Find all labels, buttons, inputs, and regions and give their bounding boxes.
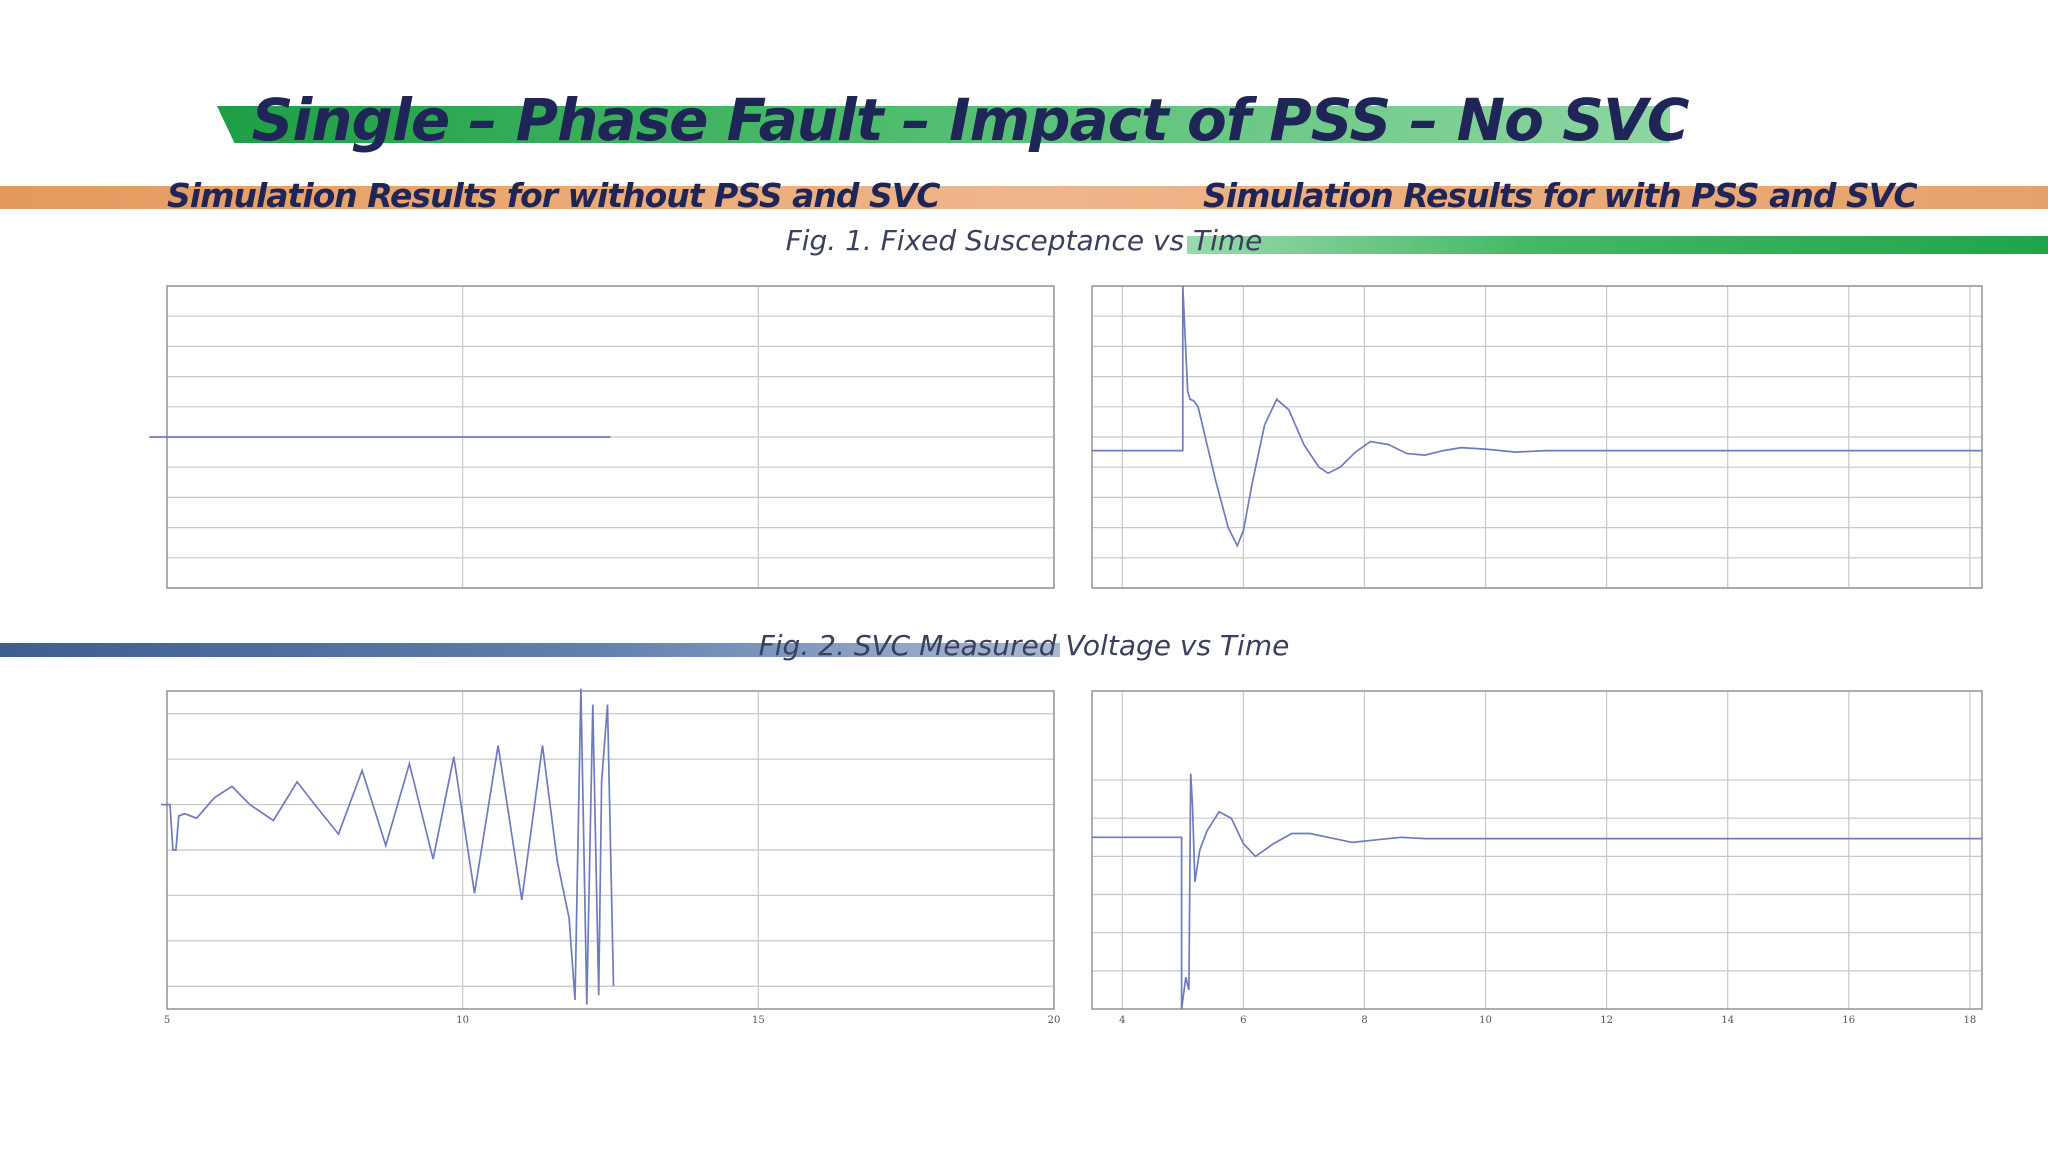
grid-lines: [1092, 285, 1982, 589]
series-line: [161, 688, 615, 1005]
grid-lines: [1092, 691, 1982, 1009]
title-accent-band: [217, 106, 1670, 143]
right-column-heading: Simulation Results for with PSS and SVC: [1203, 176, 1918, 215]
x-tick-label: 18: [1964, 1015, 1977, 1026]
x-tick-label: 15: [752, 1015, 765, 1026]
plot-frame: [1091, 285, 1983, 589]
left-column-heading: Simulation Results for without PSS and S…: [167, 176, 940, 215]
x-tick-label: 8: [1361, 1015, 1367, 1026]
x-tick-label: 10: [456, 1015, 469, 1026]
x-tick-label: 14: [1721, 1015, 1734, 1026]
slide-title: Single – Phase Fault – Impact of PSS – N…: [251, 86, 1690, 154]
plot-voltage-with-pss: 4 6 8 10 12 14 16 18: [1091, 690, 1983, 1026]
fig1-caption: Fig. 1. Fixed Susceptance vs Time: [785, 224, 1263, 257]
x-tick-label: 12: [1600, 1015, 1613, 1026]
series-line: [1092, 773, 1982, 1010]
x-tick-label: 6: [1240, 1015, 1246, 1026]
x-tick-label: 5: [164, 1015, 170, 1026]
x-tick-label: 10: [1479, 1015, 1492, 1026]
fig2-accent-band: [0, 643, 1060, 657]
series-line: [1092, 285, 1982, 548]
fig2-caption: Fig. 2. SVC Measured Voltage vs Time: [758, 629, 1290, 662]
x-tick-label: 4: [1119, 1015, 1125, 1026]
plot-susceptance-without-pss: [149, 285, 1055, 589]
plot-frame: [1091, 690, 1983, 1010]
caption-accent-band: [1187, 236, 2048, 254]
plot-susceptance-with-pss: [1091, 285, 1983, 589]
heading-accent-band: [0, 186, 2048, 209]
x-tick-label: 20: [1048, 1015, 1061, 1026]
plot-voltage-without-pss: 5 10 15 20: [161, 688, 1061, 1026]
plot-frame: [166, 690, 1055, 1010]
x-tick-label: 16: [1842, 1015, 1855, 1026]
